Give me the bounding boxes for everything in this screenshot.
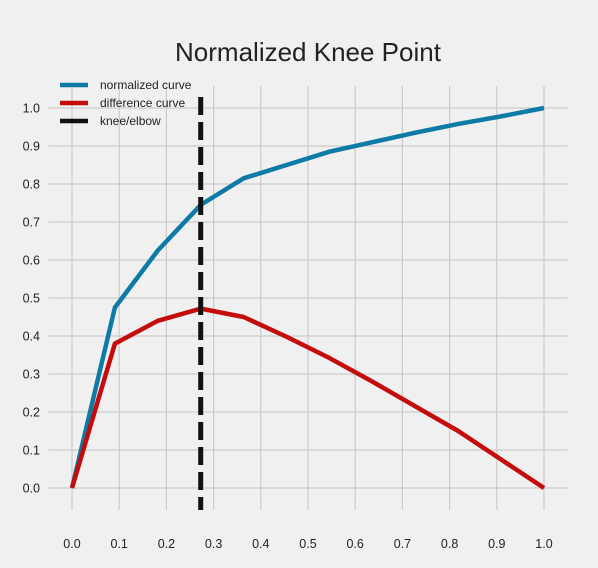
legend-label-2: difference curve xyxy=(100,96,185,110)
x-tick-label: 0.6 xyxy=(347,537,364,551)
y-tick-label: 1.0 xyxy=(23,102,40,116)
series-line-2 xyxy=(69,306,546,490)
x-tick-label: 0.5 xyxy=(299,537,316,551)
legend-label-1: normalized curve xyxy=(100,78,192,92)
chart-title: Normalized Knee Point xyxy=(175,37,442,67)
x-tick-label: 1.0 xyxy=(535,537,552,551)
legend: normalized curve difference curve knee/elb… xyxy=(60,78,192,128)
series-line-1 xyxy=(69,105,545,489)
tick-labels: 0.0 0.1 0.2 0.3 0.4 0.5 0.6 0.7 0.8 0.9 1.0 0.0 0.1 0… xyxy=(23,102,553,552)
series-lines xyxy=(69,105,546,490)
x-tick-label: 0.2 xyxy=(158,537,175,551)
y-tick-label: 0.7 xyxy=(23,216,40,230)
x-tick-label: 0.8 xyxy=(441,537,458,551)
x-tick-label: 0.7 xyxy=(394,537,411,551)
grid-lines xyxy=(48,86,568,510)
y-tick-label: 0.9 xyxy=(23,140,40,154)
x-tick-label: 0.4 xyxy=(252,537,269,551)
y-tick-label: 0.8 xyxy=(23,178,40,192)
y-tick-label: 0.4 xyxy=(23,330,40,344)
y-tick-label: 0.3 xyxy=(23,368,40,382)
y-tick-label: 0.5 xyxy=(23,292,40,306)
x-tick-label: 0.1 xyxy=(111,537,128,551)
y-tick-label: 0.2 xyxy=(23,406,40,420)
x-tick-label: 0.0 xyxy=(63,537,80,551)
x-tick-label: 0.3 xyxy=(205,537,222,551)
x-tick-label: 0.9 xyxy=(488,537,505,551)
y-tick-label: 0.0 xyxy=(23,482,40,496)
legend-label-3: knee/elbow xyxy=(100,114,161,128)
y-tick-label: 0.6 xyxy=(23,254,40,268)
y-tick-label: 0.1 xyxy=(23,444,40,458)
